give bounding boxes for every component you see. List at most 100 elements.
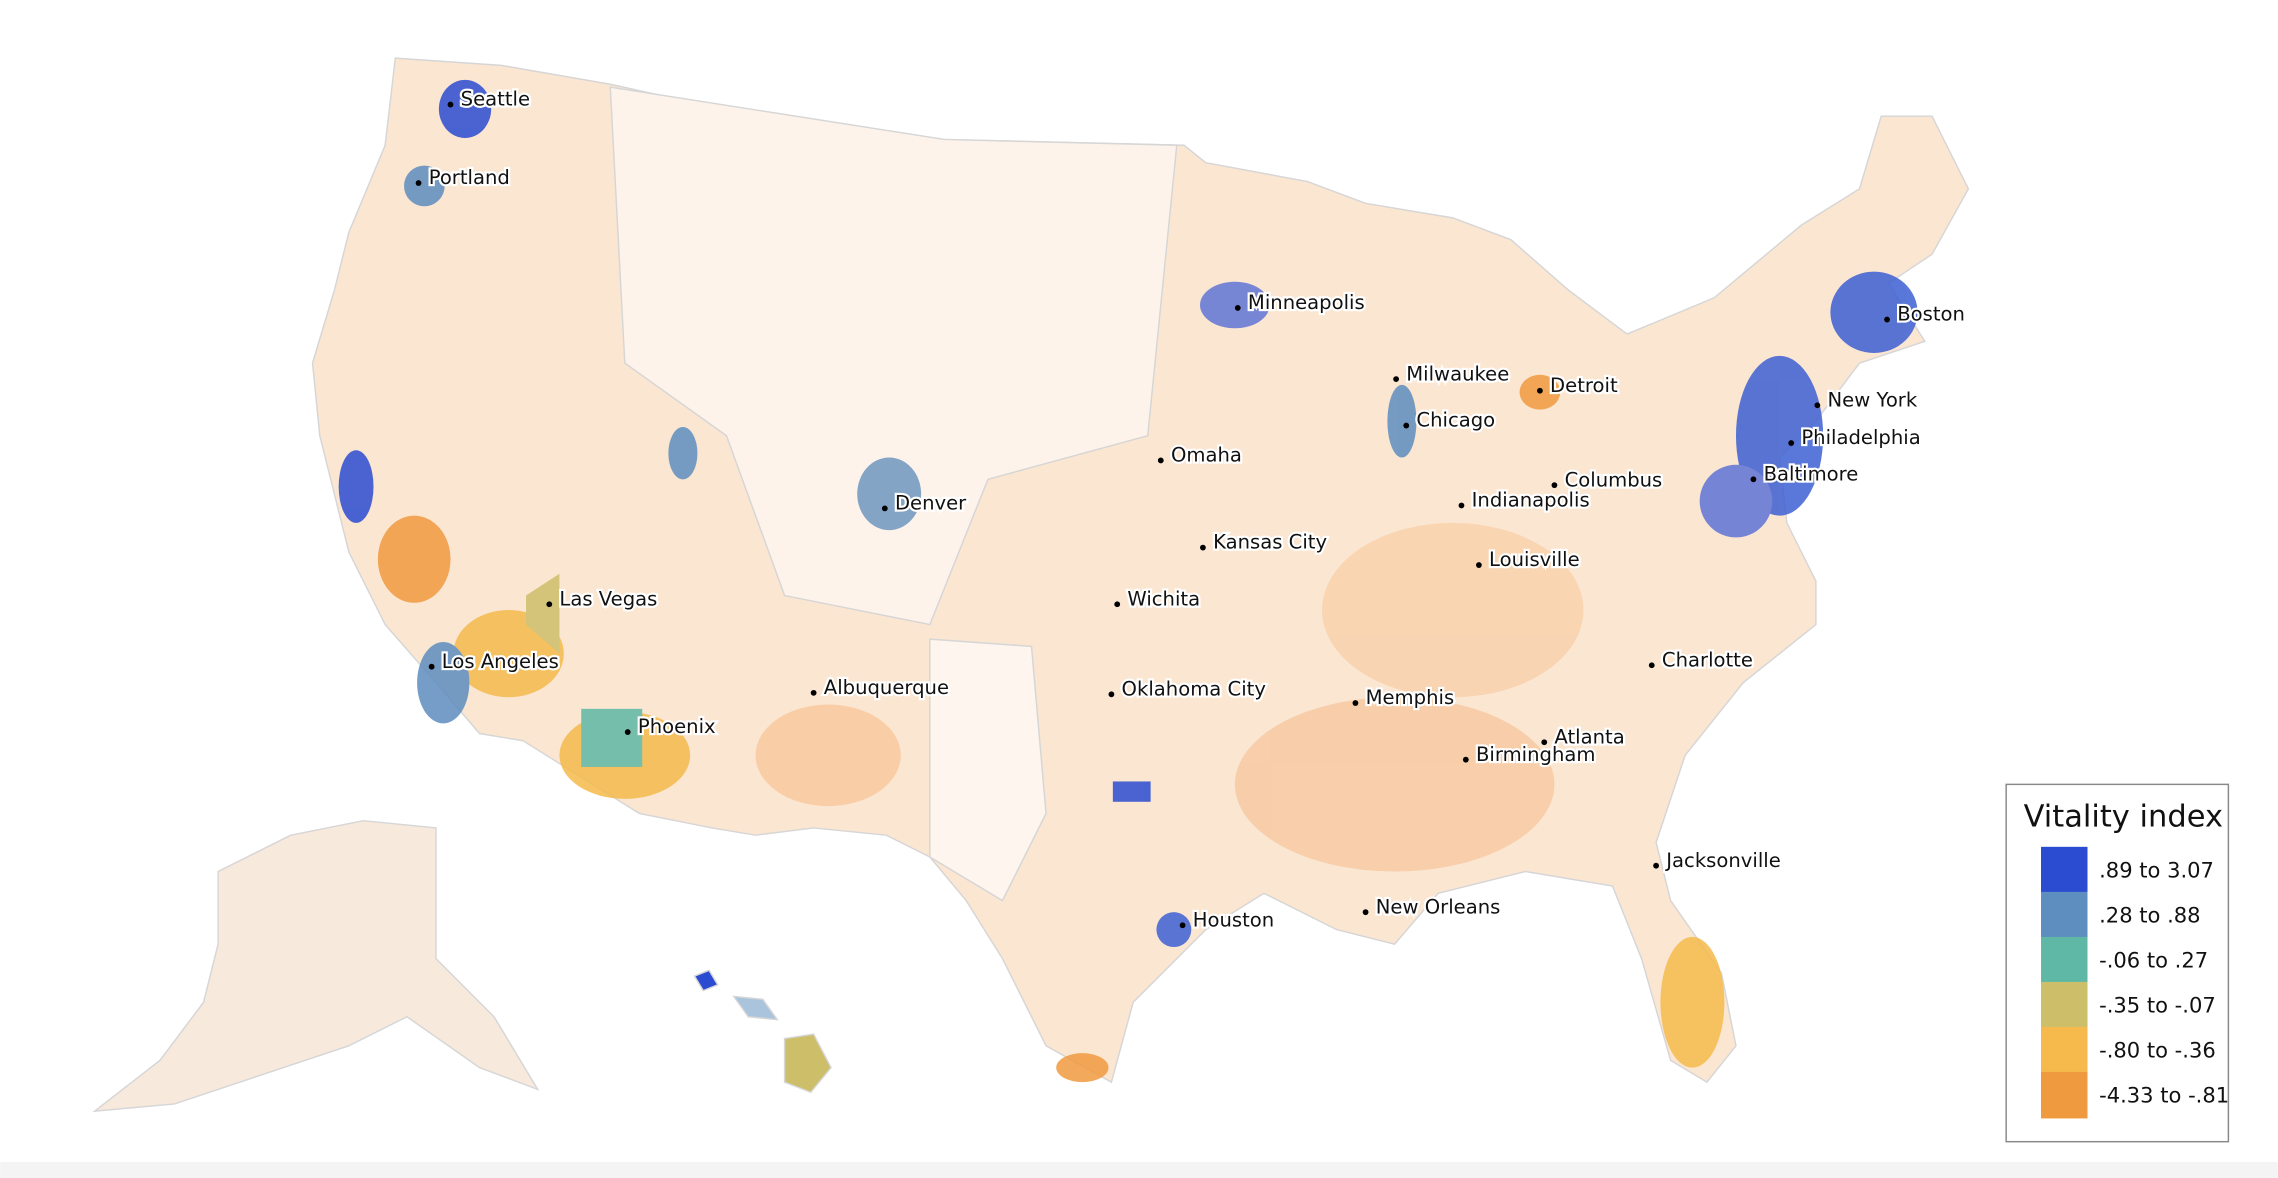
city-dot: [1462, 756, 1469, 763]
city-dot: [546, 601, 553, 608]
legend-label: -.35 to -.07: [2099, 993, 2216, 1018]
hawaii-big: [783, 1033, 832, 1094]
city-label: Jacksonville: [1664, 849, 1781, 872]
city-dot: [881, 505, 888, 512]
hawaii-islands: [732, 995, 779, 1021]
city-label: Louisville: [1489, 548, 1580, 571]
legend-swatch: [2041, 846, 2088, 894]
city-label: Phoenix: [638, 715, 716, 738]
legend-label: -.06 to .27: [2099, 948, 2208, 973]
hawaii-oahu: [693, 969, 719, 992]
city-dot: [1179, 922, 1186, 929]
city-dot: [1814, 402, 1821, 409]
city-dot: [1884, 316, 1890, 323]
legend-swatch: [2041, 936, 2088, 984]
city-dot: [1157, 457, 1164, 464]
city-label: Milwaukee: [1406, 362, 1509, 385]
city-dot: [1653, 862, 1660, 869]
region-shade: [338, 450, 374, 523]
city-dot: [1475, 562, 1482, 568]
region-shade: [1234, 697, 1555, 872]
city-label: Indianapolis: [1472, 489, 1590, 512]
region-shade: [1387, 384, 1417, 458]
legend-swatch: [2041, 891, 2088, 939]
region-shade: [417, 642, 470, 724]
city-label: Columbus: [1565, 468, 1663, 491]
city-label: Boston: [1897, 303, 1965, 326]
city-dot: [1458, 502, 1465, 509]
city-label: Los Angeles: [442, 650, 559, 673]
legend-label: .28 to .88: [2099, 903, 2200, 928]
alaska: [92, 819, 540, 1113]
region-shade: [526, 573, 560, 654]
city-label: Detroit: [1550, 374, 1618, 397]
city-label: Albuquerque: [824, 676, 949, 699]
city-label: Chicago: [1416, 409, 1495, 432]
city-dot: [1362, 909, 1369, 916]
city-dot: [1200, 544, 1206, 551]
region-shade: [438, 79, 492, 138]
city-labels: Seattle Portland Minneapolis Boston Milwauke…: [415, 86, 1967, 934]
city-label: Oklahoma City: [1122, 677, 1267, 700]
city-label: Minneapolis: [1248, 291, 1365, 314]
regional-shading: [338, 79, 1918, 1083]
region-shade: [1660, 936, 1725, 1068]
city-dot: [428, 663, 435, 670]
city-dot: [1403, 422, 1410, 429]
city-dot: [1108, 691, 1115, 698]
city-dot: [1648, 662, 1655, 669]
city-dot: [1551, 482, 1558, 489]
city-label: Denver: [895, 492, 967, 515]
legend-swatch: [2041, 1026, 2088, 1074]
footer-bar: [0, 1162, 2278, 1178]
city-label: New Orleans: [1376, 895, 1501, 918]
city-label: Baltimore: [1764, 462, 1859, 485]
legend-title: Vitality index: [2024, 799, 2223, 834]
city-dot: [1114, 601, 1121, 608]
city-dot: [415, 180, 422, 186]
legend-label: .89 to 3.07: [2099, 858, 2214, 883]
city-dot: [1352, 700, 1359, 706]
city-dot: [1788, 440, 1795, 446]
city-label: New York: [1827, 388, 1917, 411]
city-dot: [1750, 476, 1757, 483]
region-shade: [377, 515, 451, 603]
city-label: Omaha: [1171, 444, 1242, 467]
city-label: Houston: [1193, 908, 1274, 931]
city-dot: [1234, 305, 1241, 311]
legend: Vitality index .89 to 3.07 .28 to .88 -.06…: [2005, 783, 2229, 1143]
region-shade: [668, 427, 698, 480]
region-shade: [1200, 281, 1270, 329]
region-shade: [1699, 464, 1773, 538]
region-shade: [1322, 522, 1584, 698]
city-label: Portland: [429, 166, 510, 189]
base-map: [92, 57, 1970, 1113]
city-label: Philadelphia: [1801, 426, 1920, 449]
city-label: Kansas City: [1213, 531, 1327, 554]
region-shade: [1112, 781, 1151, 802]
city-label: Charlotte: [1662, 648, 1753, 671]
city-dot: [810, 689, 817, 696]
city-label: Birmingham: [1476, 743, 1596, 766]
region-shade: [755, 704, 901, 807]
region-shade: [1156, 912, 1192, 948]
legend-swatch: [2041, 1071, 2088, 1119]
region-shade: [1830, 271, 1918, 353]
region-shade: [404, 165, 445, 207]
legend-label: -.80 to -.36: [2099, 1038, 2216, 1063]
city-label: Wichita: [1127, 587, 1200, 610]
city-dot: [1393, 376, 1400, 383]
city-dot: [1541, 739, 1548, 746]
city-label: Seattle: [461, 88, 530, 111]
city-dot: [624, 729, 631, 735]
region-shade: [581, 708, 643, 767]
city-label: Atlanta: [1554, 725, 1624, 748]
region-shade: [857, 457, 922, 531]
legend-swatch: [2041, 981, 2088, 1029]
region-shade: [1056, 1053, 1109, 1083]
legend-label: -4.33 to -.81: [2099, 1083, 2229, 1108]
city-dot: [1536, 387, 1543, 394]
legend-items: .89 to 3.07 .28 to .88 -.06 to .27 -.35 to …: [2041, 846, 2229, 1119]
city-label: Las Vegas: [559, 587, 657, 610]
